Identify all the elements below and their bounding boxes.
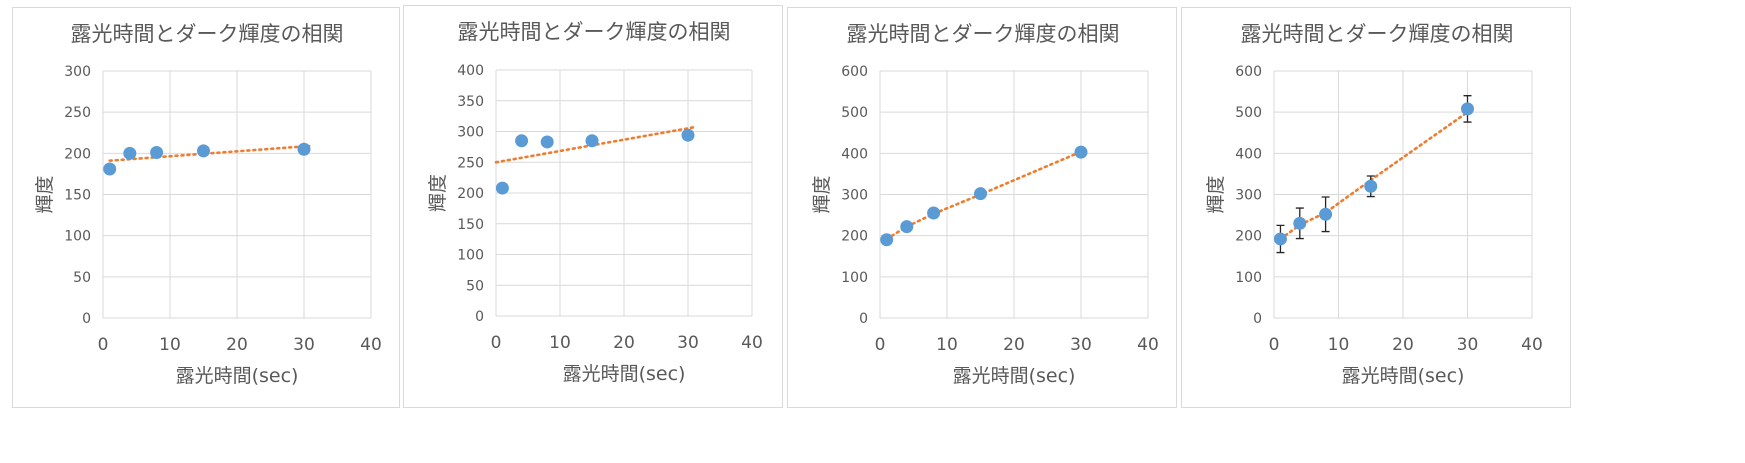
data-point xyxy=(1293,216,1307,230)
data-point xyxy=(585,134,599,148)
y-tick-label: 100 xyxy=(64,229,91,245)
x-tick-label: 30 xyxy=(293,335,315,355)
y-tick-label: 400 xyxy=(457,63,484,79)
y-tick-label: 400 xyxy=(841,146,868,162)
x-tick-label: 0 xyxy=(98,335,109,355)
y-axis-label: 輝度 xyxy=(427,174,449,212)
x-tick-label: 10 xyxy=(549,333,571,353)
data-point xyxy=(495,181,509,195)
x-axis-label: 露光時間(sec) xyxy=(953,365,1076,387)
data-point xyxy=(900,220,914,234)
y-tick-label: 0 xyxy=(82,311,91,327)
x-tick-label: 0 xyxy=(491,333,502,353)
y-axis-label: 輝度 xyxy=(811,175,833,213)
data-point xyxy=(974,187,987,201)
x-tick-label: 20 xyxy=(1392,335,1414,355)
x-tick-label: 40 xyxy=(1137,335,1159,355)
x-tick-label: 20 xyxy=(226,335,248,355)
x-tick-label: 20 xyxy=(613,333,635,353)
data-point xyxy=(123,146,137,160)
chart-panel-3: 露光時間とダーク輝度の相関 0 100 200 300 400 500 600 0 10 20 30 4… xyxy=(787,7,1177,408)
data-point xyxy=(150,146,164,160)
x-tick-label: 30 xyxy=(677,333,699,353)
chart-title: 露光時間とダーク輝度の相関 xyxy=(847,22,1120,46)
data-point xyxy=(1273,232,1287,246)
y-tick-label: 400 xyxy=(1235,146,1262,162)
y-tick-label: 500 xyxy=(841,105,868,121)
chart-panel-4: 露光時間とダーク輝度の相関 0 100 200 300 400 500 600 0 10 20 30 4… xyxy=(1181,7,1571,408)
y-tick-label: 0 xyxy=(1253,311,1262,327)
x-tick-label: 0 xyxy=(1269,335,1280,355)
y-tick-label: 500 xyxy=(1235,105,1262,121)
data-point xyxy=(1364,179,1378,193)
y-tick-label: 150 xyxy=(64,188,91,204)
chart-svg: 露光時間とダーク輝度の相関 0 50 100 150 200 250 300 0 10 20 30 40… xyxy=(34,22,382,387)
data-point xyxy=(103,162,117,176)
x-tick-label: 10 xyxy=(936,335,958,355)
chart-svg: 露光時間とダーク輝度の相関 0 100 200 300 400 500 600 0 10 20 30 4… xyxy=(1205,22,1543,387)
chart-title: 露光時間とダーク輝度の相関 xyxy=(71,22,344,46)
data-point xyxy=(197,144,210,158)
chart-title: 露光時間とダーク輝度の相関 xyxy=(458,20,731,44)
y-axis-label: 輝度 xyxy=(1205,175,1227,213)
y-tick-label: 350 xyxy=(457,94,484,110)
data-point xyxy=(297,142,311,156)
data-point xyxy=(880,233,894,247)
x-tick-label: 0 xyxy=(875,335,886,355)
y-tick-label: 0 xyxy=(859,311,868,327)
y-tick-label: 150 xyxy=(457,217,484,233)
chart-title: 露光時間とダーク輝度の相関 xyxy=(1241,22,1514,46)
y-tick-label: 100 xyxy=(841,270,868,286)
data-point xyxy=(1074,145,1088,159)
x-axis-label: 露光時間(sec) xyxy=(176,365,299,387)
chart-panel-2: 露光時間とダーク輝度の相関 0 50 100 150 200 250 300 350 400 0 10… xyxy=(403,5,783,408)
x-tick-label: 10 xyxy=(1328,335,1350,355)
x-axis-label: 露光時間(sec) xyxy=(563,363,686,385)
data-point xyxy=(681,128,695,142)
data-point xyxy=(927,206,941,220)
y-tick-label: 300 xyxy=(64,64,91,80)
x-tick-label: 40 xyxy=(741,333,763,353)
data-point xyxy=(540,135,554,149)
x-tick-label: 10 xyxy=(159,335,181,355)
y-tick-label: 100 xyxy=(457,248,484,264)
x-tick-label: 30 xyxy=(1070,335,1092,355)
y-tick-label: 600 xyxy=(1235,64,1262,80)
y-axis-label: 輝度 xyxy=(34,175,56,213)
y-tick-label: 200 xyxy=(457,186,484,202)
chart-svg: 露光時間とダーク輝度の相関 0 100 200 300 400 500 600 0 10 20 30 4… xyxy=(811,22,1159,387)
y-tick-label: 200 xyxy=(1235,229,1262,245)
y-tick-label: 300 xyxy=(1235,188,1262,204)
y-tick-label: 50 xyxy=(73,270,91,286)
y-tick-label: 100 xyxy=(1235,270,1262,286)
data-point xyxy=(515,134,529,148)
x-tick-label: 30 xyxy=(1457,335,1479,355)
y-tick-label: 50 xyxy=(466,278,484,294)
x-tick-label: 40 xyxy=(1521,335,1543,355)
chart-svg: 露光時間とダーク輝度の相関 0 50 100 150 200 250 300 350 400 0 10… xyxy=(427,20,763,385)
y-tick-label: 250 xyxy=(457,155,484,171)
x-tick-label: 40 xyxy=(360,335,382,355)
y-tick-label: 600 xyxy=(841,64,868,80)
data-point xyxy=(1319,207,1333,221)
data-point xyxy=(1461,102,1474,116)
y-tick-label: 200 xyxy=(841,229,868,245)
x-tick-label: 20 xyxy=(1003,335,1025,355)
y-tick-label: 200 xyxy=(64,146,91,162)
y-tick-label: 0 xyxy=(475,309,484,325)
y-tick-label: 300 xyxy=(841,188,868,204)
y-tick-label: 250 xyxy=(64,105,91,121)
x-axis-label: 露光時間(sec) xyxy=(1342,365,1465,387)
chart-panel-1: 露光時間とダーク輝度の相関 0 50 100 150 200 250 300 0 10 20 30 40… xyxy=(12,7,400,408)
y-tick-label: 300 xyxy=(457,125,484,141)
trendline xyxy=(108,144,313,162)
